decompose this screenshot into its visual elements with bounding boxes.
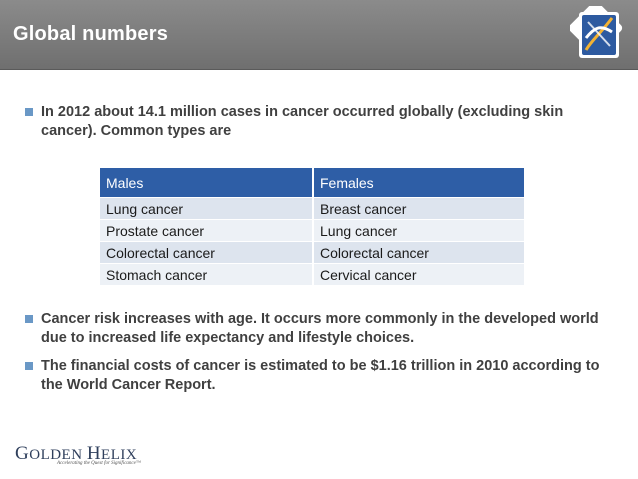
logo-initial: G [15,443,30,464]
table-cell: Colorectal cancer [100,241,314,264]
logo-tagline: Accelerating the Quest for Significance™ [57,461,141,466]
table-cell: Stomach cancer [100,263,314,285]
slide-title: Global numbers [13,23,169,45]
bullet-global-cases: In 2012 about 14.1 million cases in canc… [25,103,605,141]
table-row: Stomach cancer Cervical cancer [100,263,524,285]
table-cell: Cervical cancer [313,263,524,285]
table-header-row: Males Females [100,168,524,198]
logo-word: ELIX [101,447,138,463]
table-cell: Colorectal cancer [313,241,524,264]
bullet-cancer-risk: Cancer risk increases with age. It occur… [25,310,605,348]
bullet-financial-costs: The financial costs of cancer is estimat… [25,357,605,395]
slide-header: Global numbers [0,0,638,70]
helix-icon [570,6,623,58]
table-row: Colorectal cancer Colorectal cancer [100,241,524,264]
golden-helix-logo: GOLDEN HELIX Accelerating the Quest for … [15,443,145,467]
bullet-text: Cancer risk increases with age. It occur… [41,311,599,346]
table-row: Lung cancer Breast cancer [100,197,524,220]
bullet-marker [25,315,33,323]
column-header-males: Males [100,168,314,198]
table-cell: Lung cancer [313,219,524,242]
column-header-females: Females [313,168,524,198]
table-cell: Lung cancer [100,197,314,220]
table-row: Prostate cancer Lung cancer [100,219,524,242]
logo-initial: H [86,443,102,464]
bullet-marker [25,362,33,370]
bullet-text: The financial costs of cancer is estimat… [41,358,600,393]
logo-wordmark: GOLDEN HELIX [15,443,137,465]
logo-word: OLDEN [29,447,83,463]
cancer-types-table: Males Females Lung cancer Breast cancer … [100,168,524,285]
bullet-marker [25,108,33,116]
table-cell: Prostate cancer [100,219,314,242]
table-cell: Breast cancer [313,197,524,220]
bullet-text: In 2012 about 14.1 million cases in canc… [41,104,564,139]
